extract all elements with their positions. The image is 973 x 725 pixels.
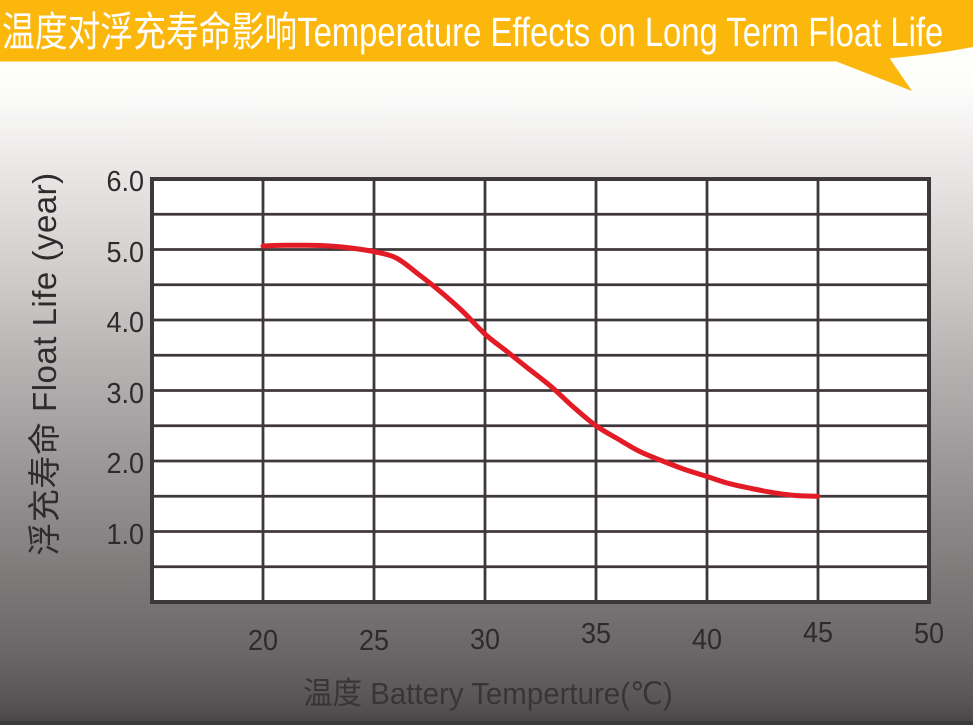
x-tick-label-30: 30	[469, 624, 500, 656]
banner-bubble-shape	[0, 0, 973, 62]
y-tick-label-2.0: 2.0	[106, 448, 144, 480]
x-axis-title: 温度 Battery Temperture(℃)	[303, 676, 673, 711]
speech-bubble-tail-icon	[830, 53, 912, 91]
float-life-curve	[260, 242, 821, 499]
plot-frame	[150, 177, 931, 604]
y-tick-label-3.0: 3.0	[106, 377, 144, 410]
y-tick-label-5.0: 5.0	[106, 236, 144, 269]
x-tick-label-20: 20	[247, 625, 278, 657]
y-tick-label-6.0: 6.0	[106, 166, 144, 198]
y-tick-label-4.0: 4.0	[106, 307, 144, 339]
x-tick-label-35: 35	[580, 618, 611, 650]
y-axis-title: 浮充寿命 Float Life (year)	[26, 172, 63, 556]
y-tick-label-1.0: 1.0	[106, 518, 144, 551]
x-tick-label-50: 50	[913, 618, 944, 650]
bottom-edge-strip	[0, 721, 973, 725]
page-title: 温度对浮充寿命影响Temperature Effects on Long Ter…	[2, 9, 944, 55]
title-banner	[0, 0, 973, 91]
x-tick-label-40: 40	[691, 624, 722, 656]
x-tick-label-45: 45	[802, 617, 833, 649]
x-tick-label-25: 25	[358, 625, 389, 657]
